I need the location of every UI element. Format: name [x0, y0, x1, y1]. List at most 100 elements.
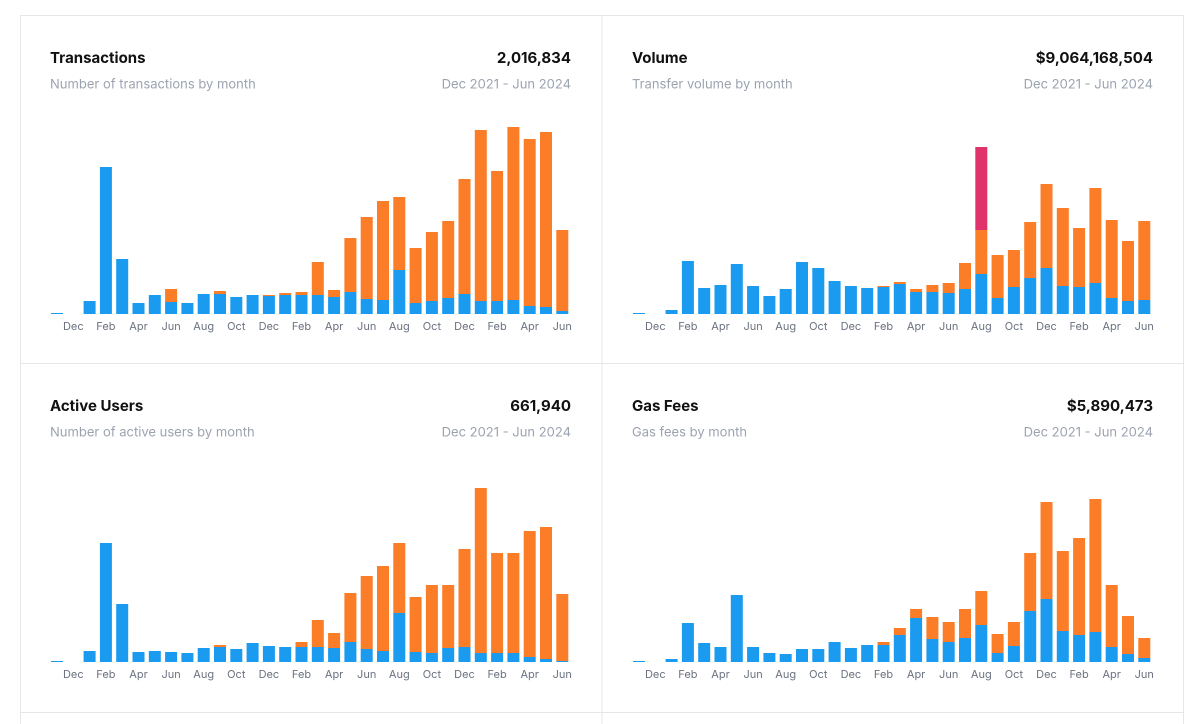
x-tick-label: Dec: [259, 667, 280, 681]
x-tick-label: Apr: [711, 667, 729, 681]
x-tick-label: Jun: [939, 667, 958, 681]
bar-segment: [425, 585, 438, 653]
bar-segment: [556, 661, 569, 662]
bar-segment: [165, 289, 178, 302]
bar-segment: [1024, 278, 1037, 314]
card-date-range: Dec 2021 - Jun 2024: [1024, 425, 1153, 441]
bar-segment: [796, 262, 808, 314]
x-tick-label: Apr: [907, 667, 925, 681]
bar-segment: [714, 285, 727, 314]
bar-segment: [83, 301, 96, 314]
bar-segment: [230, 297, 243, 314]
bar-segment: [214, 647, 226, 662]
bar-segment: [262, 296, 275, 314]
bar-segment: [116, 259, 129, 314]
x-tick-label: Feb: [874, 667, 893, 681]
bar-segment: [116, 604, 129, 662]
x-tick-label: Feb: [292, 319, 311, 333]
bar-segment: [279, 295, 292, 314]
x-tick-label: Feb: [487, 667, 506, 681]
bar-segment: [214, 291, 226, 294]
bar-segment: [1073, 538, 1086, 635]
x-tick-label: Apr: [1102, 667, 1120, 681]
x-tick-label: Dec: [454, 667, 475, 681]
bar-segment: [812, 268, 825, 314]
bar-segment: [1105, 647, 1118, 662]
bar-segment: [474, 488, 487, 653]
x-tick-label: Jun: [743, 319, 762, 333]
bar-segment: [556, 230, 569, 311]
x-tick-label: Feb: [96, 319, 115, 333]
bar-segment: [474, 301, 487, 314]
bar-segment: [458, 549, 471, 647]
bar-segment: [1056, 551, 1069, 631]
bar-segment: [425, 301, 438, 314]
bar-segment: [311, 620, 324, 647]
bar-segment: [828, 281, 841, 314]
x-tick-label: Feb: [487, 319, 506, 333]
bar-segment: [926, 292, 939, 314]
bar-segment: [959, 609, 971, 638]
bar-segment: [1007, 250, 1020, 287]
bar-segment: [328, 290, 341, 297]
x-tick-label: Jun: [357, 667, 376, 681]
x-tick-label: Apr: [129, 319, 147, 333]
x-tick-label: Dec: [645, 319, 666, 333]
bar-segment: [877, 286, 890, 287]
bar-segment: [861, 645, 874, 662]
bar-segment: [230, 649, 243, 662]
bar-segment: [523, 139, 536, 306]
bar-segment: [311, 262, 324, 295]
bar-segment: [942, 642, 955, 662]
bar-segment: [665, 659, 678, 662]
bar-segment: [295, 647, 308, 662]
bar-segment: [507, 553, 520, 653]
x-tick-label: Aug: [389, 667, 410, 681]
x-tick-label: Dec: [1036, 319, 1057, 333]
x-tick-label: Feb: [1069, 319, 1088, 333]
bar-segment: [1040, 268, 1053, 314]
x-tick-label: Oct: [809, 319, 828, 333]
card-total: $9,064,168,504: [1036, 48, 1153, 67]
x-tick-label: Apr: [520, 319, 538, 333]
bar-segment: [165, 652, 178, 662]
x-tick-label: Dec: [841, 667, 862, 681]
x-tick-label: Aug: [389, 319, 410, 333]
bar-segment: [1089, 632, 1102, 662]
bar-segment: [181, 653, 194, 662]
bar-segment: [556, 311, 569, 314]
card-total: $5,890,473: [1067, 396, 1153, 415]
bar-segment: [1024, 222, 1037, 278]
bar-segment: [214, 645, 226, 647]
bar-segment: [51, 313, 63, 314]
x-tick-label: Apr: [1102, 319, 1120, 333]
x-tick-label: Jun: [743, 667, 762, 681]
bar-segment: [491, 553, 504, 653]
bar-segment: [507, 300, 520, 314]
bar-segment: [942, 283, 955, 293]
bar-segment: [507, 127, 520, 300]
bar-segment: [730, 264, 743, 314]
x-tick-label: Oct: [809, 667, 828, 681]
card-total: 661,940: [510, 396, 571, 415]
bar-segment: [262, 295, 275, 296]
x-tick-label: Apr: [520, 667, 538, 681]
card-date-range: Dec 2021 - Jun 2024: [442, 77, 571, 93]
bar-segment: [975, 591, 988, 625]
bar-segment: [1007, 287, 1020, 314]
bar-segment: [714, 647, 727, 662]
bar-segment: [893, 282, 906, 284]
card-title: Gas Fees: [632, 396, 699, 415]
bar-segment: [409, 248, 422, 303]
bar-segment: [910, 609, 923, 618]
bar-segment: [861, 288, 874, 314]
bar-segment: [877, 287, 890, 314]
bar-segment: [425, 653, 438, 662]
bar-segment: [540, 132, 552, 307]
bar-segment: [1007, 646, 1020, 662]
bar-segment: [698, 288, 711, 314]
x-tick-label: Dec: [1036, 667, 1057, 681]
bar-segment: [442, 221, 455, 298]
bar-segment: [99, 543, 112, 662]
card-title: Active Users: [50, 396, 143, 415]
